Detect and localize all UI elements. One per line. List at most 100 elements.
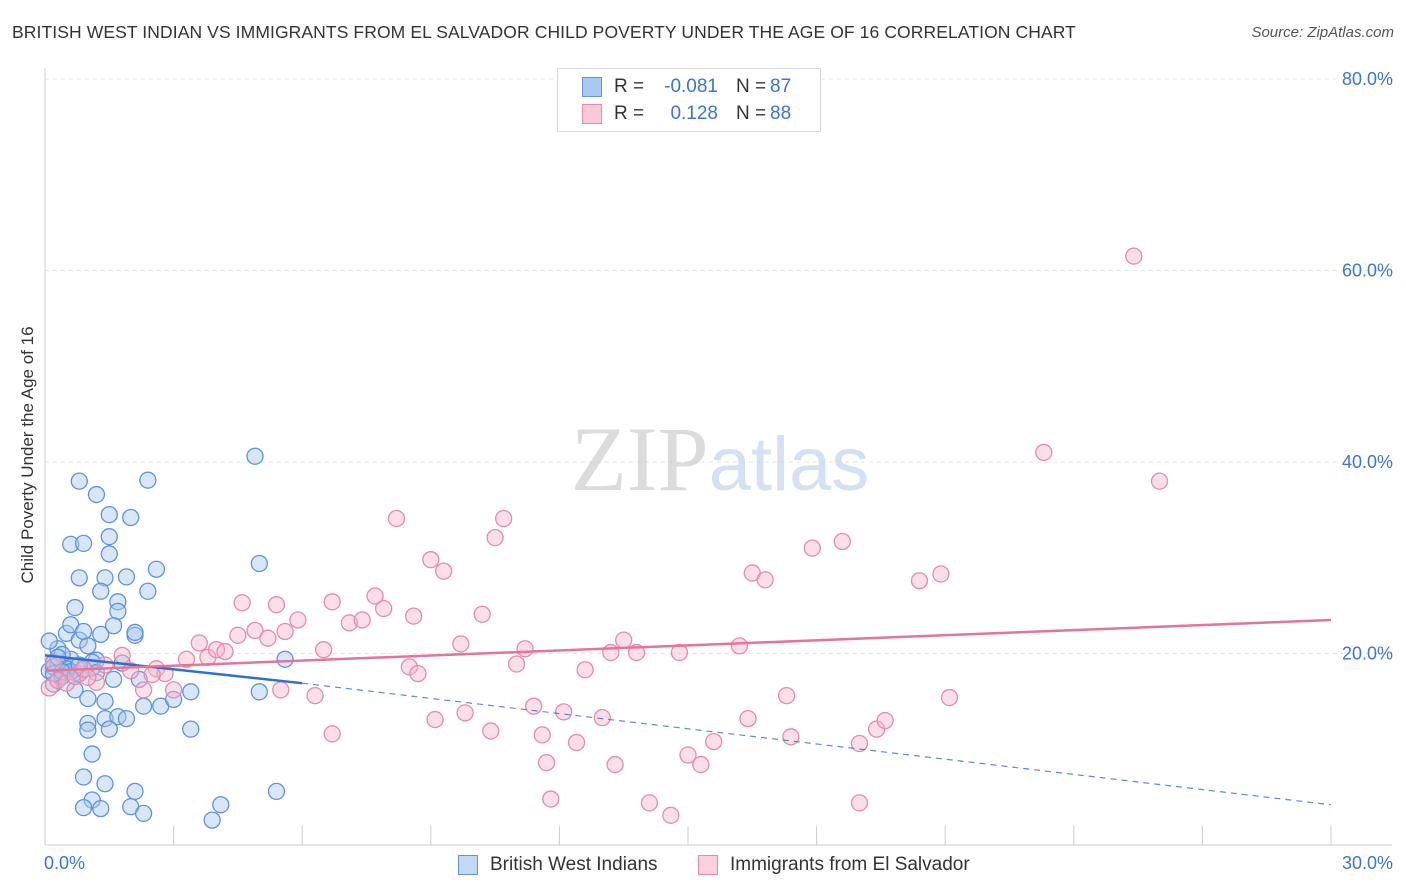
trend-line-pink xyxy=(44,618,1332,672)
data-point xyxy=(104,617,123,635)
correlation-legend: R = -0.081 N = 87 R = 0.128 N = 88 xyxy=(557,68,821,132)
trend-line-blue-dashed xyxy=(302,682,1332,806)
data-point xyxy=(182,720,200,738)
legend-item-british-west-indians[interactable]: British West Indians xyxy=(458,852,658,878)
data-point xyxy=(182,683,200,701)
data-point xyxy=(109,602,127,621)
y-tick-label: 40.0% xyxy=(1342,452,1393,472)
data-point xyxy=(117,568,136,586)
data-point xyxy=(40,632,58,650)
data-point xyxy=(79,721,97,739)
data-point xyxy=(203,811,221,829)
data-point xyxy=(109,593,127,611)
data-point xyxy=(940,688,959,707)
data-point xyxy=(104,670,123,689)
data-point xyxy=(134,681,153,699)
data-point xyxy=(74,534,93,553)
y-tick-label: 60.0% xyxy=(1342,261,1393,281)
data-point xyxy=(233,594,251,612)
data-point xyxy=(134,804,153,823)
data-point xyxy=(756,571,774,589)
data-point xyxy=(640,794,659,812)
r-value: 0.128 xyxy=(670,103,718,124)
trend-lines xyxy=(44,618,1332,806)
watermark-zip: ZIP xyxy=(571,408,709,510)
data-point xyxy=(139,582,157,600)
data-point xyxy=(74,622,93,641)
tick-labels: 20.0% 40.0% 60.0% 80.0% 0.0% 30.0% xyxy=(44,69,1393,873)
data-point xyxy=(267,596,286,614)
data-point xyxy=(117,709,136,728)
data-point xyxy=(456,704,474,722)
data-point xyxy=(96,569,114,587)
data-point xyxy=(139,471,157,489)
data-point xyxy=(87,673,106,691)
data-point xyxy=(96,709,114,728)
data-point xyxy=(876,711,894,730)
data-point xyxy=(323,725,341,743)
n-label: N = xyxy=(736,76,767,97)
watermark-atlas: atlas xyxy=(709,422,870,507)
data-point xyxy=(100,506,118,524)
r-label: R = xyxy=(614,103,645,124)
chart-title: BRITISH WEST INDIAN VS IMMIGRANTS FROM E… xyxy=(12,22,1076,42)
data-point xyxy=(122,508,140,527)
data-point xyxy=(177,650,196,668)
data-point xyxy=(615,631,633,649)
data-point xyxy=(96,775,114,793)
data-point xyxy=(374,599,393,618)
legend-label: Immigrants from El Salvador xyxy=(730,854,970,875)
data-point xyxy=(70,472,88,490)
data-point xyxy=(66,598,84,617)
data-point xyxy=(833,532,851,551)
data-point xyxy=(1125,247,1143,265)
axes xyxy=(44,68,1392,846)
data-point xyxy=(777,686,796,705)
data-point xyxy=(435,562,453,580)
data-point xyxy=(537,754,556,772)
data-point xyxy=(92,799,110,818)
data-point xyxy=(100,545,118,563)
n-value: 87 xyxy=(770,76,792,97)
data-point xyxy=(147,560,166,578)
data-point xyxy=(422,551,440,569)
watermark: ZIPatlas xyxy=(571,408,870,510)
data-point xyxy=(323,593,341,611)
data-point xyxy=(143,665,161,684)
data-point xyxy=(62,535,80,553)
data-point xyxy=(100,528,118,546)
y-tick-label: 80.0% xyxy=(1342,69,1393,89)
data-point xyxy=(246,447,264,465)
blue-swatch xyxy=(582,77,602,97)
source-label: Source: ZipAtlas.com xyxy=(1251,24,1394,41)
data-point xyxy=(164,681,183,699)
data-point xyxy=(405,607,423,625)
x-tick-label: 0.0% xyxy=(44,853,85,873)
data-point xyxy=(486,528,504,547)
series-legend: British West Indians Immigrants from El … xyxy=(0,852,1406,878)
data-point xyxy=(92,625,110,643)
data-point xyxy=(79,714,97,733)
data-point xyxy=(164,690,183,709)
data-point xyxy=(276,622,294,641)
series-immigrants-el-salvador xyxy=(40,247,1169,824)
legend-item-immigrants-el-salvador[interactable]: Immigrants from El Salvador xyxy=(698,852,970,878)
data-point xyxy=(705,732,723,751)
data-point xyxy=(250,554,268,573)
data-point xyxy=(96,656,114,674)
trend-line-blue xyxy=(44,654,303,685)
data-point xyxy=(134,697,153,715)
data-point xyxy=(555,703,573,721)
data-point xyxy=(679,746,697,764)
data-point xyxy=(216,642,234,661)
data-point xyxy=(126,782,144,801)
data-point xyxy=(272,681,290,699)
data-point xyxy=(212,796,230,814)
data-point xyxy=(387,509,406,528)
data-point xyxy=(400,658,419,676)
data-point xyxy=(92,582,110,600)
data-point xyxy=(426,710,444,729)
data-point xyxy=(932,565,950,583)
data-point xyxy=(516,640,534,658)
data-point xyxy=(246,621,264,640)
